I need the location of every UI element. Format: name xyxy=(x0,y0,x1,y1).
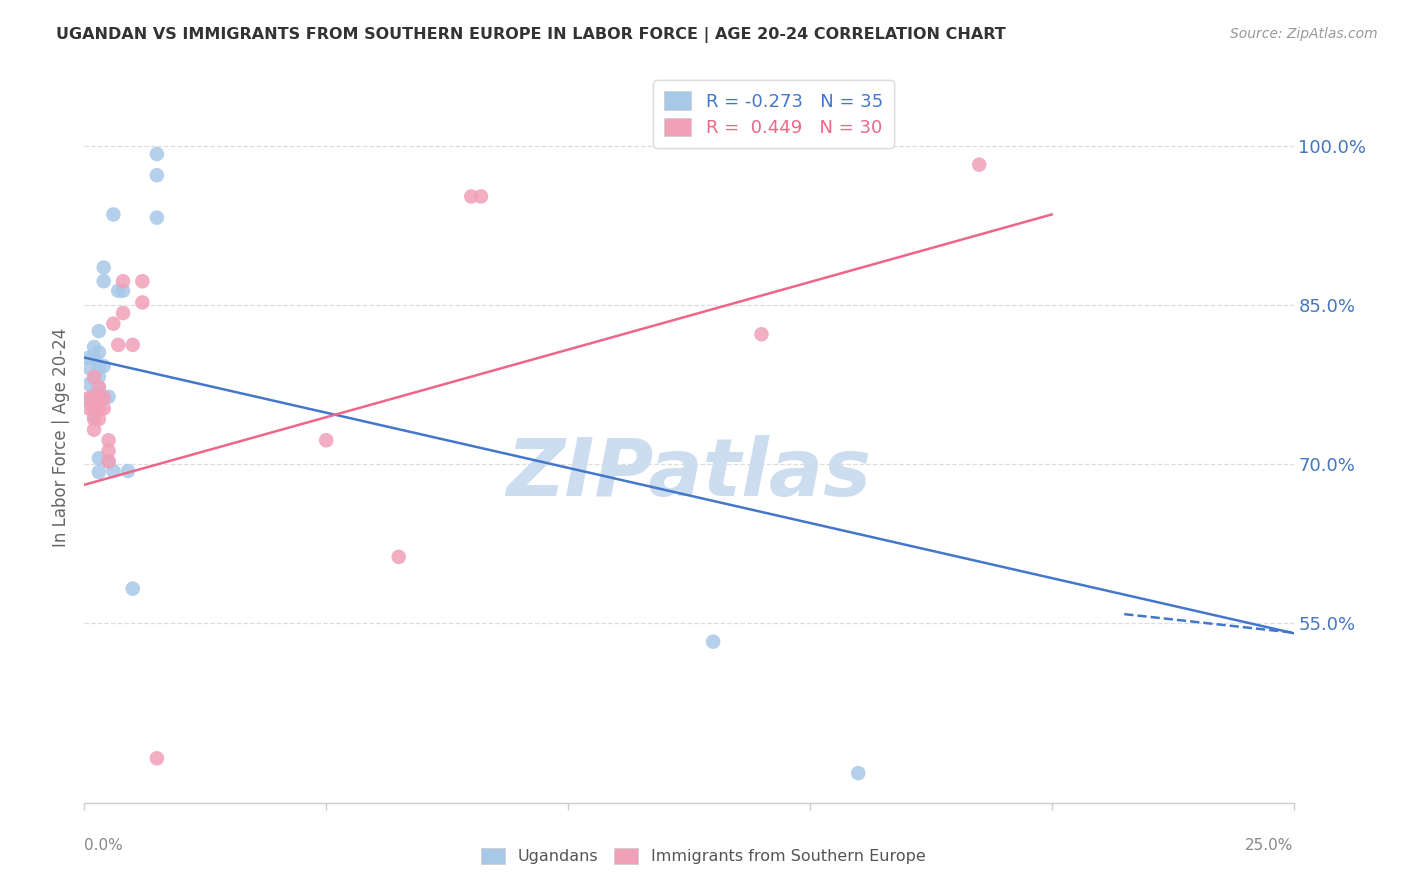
Point xyxy=(83,369,105,384)
Legend: R = -0.273   N = 35, R =  0.449   N = 30: R = -0.273 N = 35, R = 0.449 N = 30 xyxy=(654,80,894,148)
Legend: Ugandans, Immigrants from Southern Europe: Ugandans, Immigrants from Southern Europ… xyxy=(474,841,932,871)
Point xyxy=(146,751,169,765)
Point xyxy=(112,306,135,320)
Point xyxy=(83,340,105,354)
Point xyxy=(83,401,105,416)
Point xyxy=(87,380,110,394)
Text: ZIPatlas: ZIPatlas xyxy=(506,434,872,513)
Point xyxy=(87,324,110,338)
Y-axis label: In Labor Force | Age 20-24: In Labor Force | Age 20-24 xyxy=(52,327,70,547)
Point xyxy=(146,168,169,182)
Point xyxy=(83,412,105,426)
Point xyxy=(751,327,773,342)
Text: UGANDAN VS IMMIGRANTS FROM SOUTHERN EUROPE IN LABOR FORCE | AGE 20-24 CORRELATIO: UGANDAN VS IMMIGRANTS FROM SOUTHERN EURO… xyxy=(56,27,1005,43)
Text: 25.0%: 25.0% xyxy=(1246,838,1294,854)
Point xyxy=(103,207,125,221)
Point xyxy=(846,766,869,780)
Point xyxy=(77,361,100,376)
Point xyxy=(87,361,110,376)
Point xyxy=(97,454,120,468)
Point xyxy=(77,391,100,405)
Point xyxy=(93,274,115,288)
Point xyxy=(702,634,724,648)
Point xyxy=(93,260,115,275)
Point xyxy=(103,317,125,331)
Point xyxy=(121,338,143,352)
Point xyxy=(117,464,139,478)
Point xyxy=(131,274,153,288)
Point xyxy=(83,372,105,386)
Point xyxy=(83,409,105,423)
Point xyxy=(87,391,110,405)
Point xyxy=(83,387,105,401)
Point xyxy=(93,391,115,405)
Point xyxy=(131,295,153,310)
Point xyxy=(121,582,143,596)
Point xyxy=(83,391,105,405)
Text: Source: ZipAtlas.com: Source: ZipAtlas.com xyxy=(1230,27,1378,41)
Point xyxy=(112,284,135,298)
Point xyxy=(87,345,110,359)
Point xyxy=(107,338,129,352)
Point xyxy=(83,423,105,437)
Point xyxy=(87,412,110,426)
Point xyxy=(97,454,120,468)
Point xyxy=(388,549,411,564)
Point xyxy=(93,401,115,416)
Point xyxy=(87,401,110,416)
Point xyxy=(460,189,482,203)
Point xyxy=(97,434,120,448)
Point xyxy=(103,464,125,478)
Text: 0.0%: 0.0% xyxy=(84,838,124,854)
Point xyxy=(146,147,169,161)
Point xyxy=(87,369,110,384)
Point xyxy=(315,434,337,448)
Point xyxy=(967,158,990,172)
Point xyxy=(470,189,492,203)
Point xyxy=(77,401,100,416)
Point xyxy=(83,351,105,365)
Point xyxy=(77,377,100,392)
Point xyxy=(87,380,110,394)
Point xyxy=(97,443,120,458)
Point xyxy=(93,359,115,373)
Point xyxy=(77,392,100,407)
Point xyxy=(87,391,110,405)
Point xyxy=(97,390,120,404)
Point xyxy=(107,284,129,298)
Point xyxy=(77,351,100,365)
Point xyxy=(112,274,135,288)
Point xyxy=(83,398,105,412)
Point xyxy=(87,465,110,479)
Point xyxy=(87,451,110,466)
Point xyxy=(146,211,169,225)
Point xyxy=(93,391,115,405)
